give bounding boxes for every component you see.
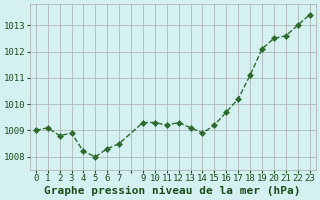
X-axis label: Graphe pression niveau de la mer (hPa): Graphe pression niveau de la mer (hPa) bbox=[44, 186, 301, 196]
